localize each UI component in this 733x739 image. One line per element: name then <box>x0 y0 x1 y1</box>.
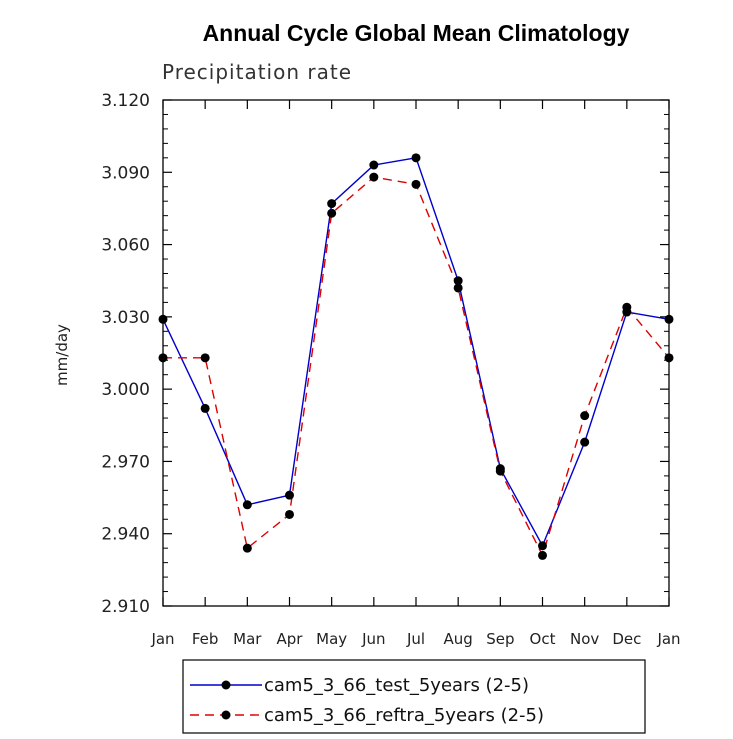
x-tick-label: Dec <box>612 630 641 648</box>
x-tick-label: Nov <box>570 630 599 648</box>
data-point <box>580 411 590 421</box>
x-tick-label: Oct <box>530 630 556 648</box>
chart-subtitle: Precipitation rate <box>162 60 352 84</box>
data-point <box>369 160 379 170</box>
data-point <box>580 437 590 447</box>
x-tick-label: Jul <box>406 630 425 648</box>
data-point <box>538 541 547 551</box>
legend-box <box>182 659 646 734</box>
legend-marker-test <box>221 680 231 690</box>
x-tick-labels: Jan Feb Mar Apr May Jun Jul Aug Sep Oct Nov Dec Jan <box>150 630 680 648</box>
y-tick-label: 2.910 <box>101 597 150 617</box>
y-tick-label: 3.120 <box>101 91 150 111</box>
data-point <box>411 179 421 189</box>
x-tick-label: Feb <box>192 630 219 648</box>
legend-marker-reftra <box>221 710 231 720</box>
y-tick-label: 2.970 <box>101 452 150 472</box>
data-point <box>495 466 505 476</box>
y-tick-label: 2.940 <box>101 525 150 545</box>
data-point <box>327 208 337 218</box>
series-layer <box>158 153 674 560</box>
x-tick-label: Jan <box>150 630 174 648</box>
y-axis-label: mm/day <box>53 324 71 386</box>
data-point <box>453 283 463 293</box>
data-point <box>242 543 252 553</box>
data-point <box>622 302 632 312</box>
legend-label-test: cam5_3_66_test_5years (2-5) <box>264 675 529 696</box>
data-point <box>369 172 379 182</box>
data-point <box>411 153 421 163</box>
x-tick-label: Sep <box>486 630 514 648</box>
y-tick-label: 3.060 <box>101 236 150 256</box>
legend: cam5_3_66_test_5years (2-5) cam5_3_66_re… <box>182 659 646 734</box>
data-point <box>285 509 294 519</box>
data-point <box>200 353 210 363</box>
data-point <box>453 276 463 286</box>
axis-ticks <box>162 99 670 607</box>
y-tick-label: 3.030 <box>101 308 150 328</box>
y-tick-label: 3.090 <box>101 163 150 183</box>
chart-title: Annual Cycle Global Mean Climatology <box>203 20 630 46</box>
x-tick-label: Mar <box>233 630 262 648</box>
y-tick-label: 3.000 <box>101 380 150 400</box>
data-point <box>242 500 252 510</box>
y-tick-labels: 3.120 3.090 3.060 3.030 3.000 2.970 2.940 2.910 <box>101 91 150 617</box>
x-tick-label: Jun <box>361 630 385 648</box>
data-point <box>285 490 294 500</box>
series-line-1 <box>163 176 670 558</box>
x-tick-label: Apr <box>277 630 304 648</box>
x-tick-label: May <box>316 630 347 648</box>
data-point <box>538 550 547 560</box>
data-point <box>200 403 210 413</box>
data-point <box>327 199 337 209</box>
x-tick-label: Aug <box>444 630 473 648</box>
legend-label-reftra: cam5_3_66_reftra_5years (2-5) <box>264 705 544 726</box>
x-tick-label: Jan <box>656 630 680 648</box>
plot-frame <box>162 99 670 607</box>
series-line-0 <box>162 157 670 548</box>
